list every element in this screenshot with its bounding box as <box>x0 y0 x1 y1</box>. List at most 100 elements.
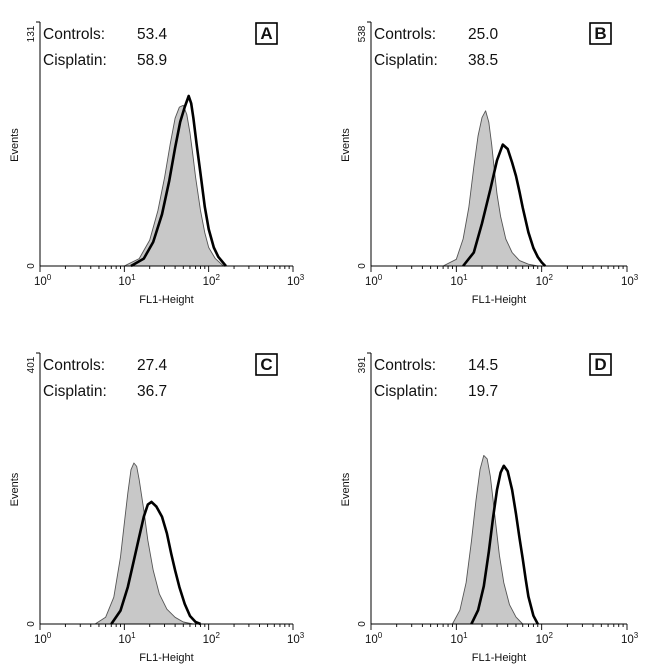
x-tick-base: 10 <box>621 634 634 646</box>
cisplatin-stat-label: Cisplatin: <box>43 383 107 400</box>
y-axis-label: Events <box>340 472 352 506</box>
x-tick-base: 10 <box>287 276 300 288</box>
x-tick-exponent: 0 <box>47 631 52 640</box>
x-tick-exponent: 3 <box>634 631 639 640</box>
x-tick-base: 10 <box>287 634 300 646</box>
x-tick-base: 10 <box>203 634 216 646</box>
y-tick-label-min: 0 <box>357 263 368 269</box>
controls-stat-label: Controls: <box>374 357 436 374</box>
controls-stat-label: Controls: <box>374 26 436 43</box>
x-tick-exponent: 1 <box>463 273 468 282</box>
x-tick-base: 10 <box>118 276 131 288</box>
x-tick-label: 103 <box>621 631 639 646</box>
series-controls-area <box>123 104 224 267</box>
cisplatin-stat-value: 19.7 <box>468 383 498 400</box>
x-tick-exponent: 3 <box>300 273 305 282</box>
x-tick-base: 10 <box>203 276 216 288</box>
y-tick-label-min: 0 <box>26 263 37 269</box>
x-tick-base: 10 <box>450 276 463 288</box>
x-axis-label: FL1-Height <box>139 294 193 306</box>
x-axis-label: FL1-Height <box>139 652 193 664</box>
x-tick-label: 102 <box>536 631 554 646</box>
x-tick-exponent: 1 <box>131 273 136 282</box>
y-axis-label: Events <box>9 472 21 506</box>
x-tick-label: 101 <box>118 631 136 646</box>
cisplatin-stat-label: Cisplatin: <box>374 52 438 69</box>
x-tick-exponent: 2 <box>215 273 220 282</box>
x-tick-exponent: 0 <box>378 631 383 640</box>
x-axis-label: FL1-Height <box>472 652 526 664</box>
controls-stat-value: 27.4 <box>137 357 168 374</box>
panel-letter: A <box>260 24 272 43</box>
panel-letter: C <box>260 355 272 374</box>
x-tick-label: 103 <box>621 273 639 288</box>
x-tick-base: 10 <box>34 276 47 288</box>
x-tick-label: 103 <box>287 631 305 646</box>
x-tick-exponent: 2 <box>548 273 553 282</box>
x-tick-base: 10 <box>34 634 47 646</box>
x-tick-label: 100 <box>365 631 383 646</box>
x-tick-label: 103 <box>287 273 305 288</box>
x-axis-label: FL1-Height <box>472 294 526 306</box>
y-tick-label-min: 0 <box>26 621 37 627</box>
y-tick-label-max: 538 <box>357 25 368 42</box>
x-tick-label: 101 <box>450 273 468 288</box>
x-tick-exponent: 2 <box>215 631 220 640</box>
x-tick-label: 102 <box>203 631 221 646</box>
panel-letter-box <box>255 353 278 376</box>
x-tick-base: 10 <box>365 276 378 288</box>
x-tick-exponent: 3 <box>634 273 639 282</box>
cisplatin-stat-label: Cisplatin: <box>374 383 438 400</box>
x-tick-label: 101 <box>450 631 468 646</box>
x-tick-exponent: 3 <box>300 631 305 640</box>
controls-stat-value: 25.0 <box>468 26 499 43</box>
y-tick-label-min: 0 <box>357 621 368 627</box>
x-tick-label: 100 <box>34 273 52 288</box>
x-tick-exponent: 1 <box>131 631 136 640</box>
x-tick-base: 10 <box>118 634 131 646</box>
cisplatin-stat-value: 58.9 <box>137 52 167 69</box>
x-tick-exponent: 0 <box>378 273 383 282</box>
series-cisplatin-line <box>462 143 547 267</box>
x-tick-label: 101 <box>118 273 136 288</box>
series-controls-area <box>451 454 524 625</box>
controls-stat-value: 14.5 <box>468 357 498 374</box>
x-tick-base: 10 <box>621 276 634 288</box>
series-cisplatin-line <box>470 464 539 625</box>
panel-letter-box <box>589 22 612 45</box>
y-axis-label: Events <box>9 128 21 162</box>
controls-stat-value: 53.4 <box>137 26 168 43</box>
panel-letter: D <box>594 355 606 374</box>
x-tick-label: 102 <box>536 273 554 288</box>
cisplatin-stat-value: 36.7 <box>137 383 167 400</box>
cisplatin-stat-value: 38.5 <box>468 52 498 69</box>
x-tick-exponent: 1 <box>463 631 468 640</box>
x-tick-exponent: 0 <box>47 273 52 282</box>
x-tick-label: 100 <box>34 631 52 646</box>
panel-letter-box <box>255 22 278 45</box>
controls-stat-label: Controls: <box>43 357 105 374</box>
x-tick-base: 10 <box>536 276 549 288</box>
y-tick-label-max: 391 <box>357 356 368 373</box>
y-tick-label-max: 401 <box>26 356 37 373</box>
series-cisplatin-line <box>110 500 201 626</box>
y-tick-label-max: 131 <box>26 25 37 42</box>
x-tick-base: 10 <box>365 634 378 646</box>
series-controls-area <box>94 462 194 625</box>
panel-letter-box <box>589 353 612 376</box>
panel-letter: B <box>594 24 606 43</box>
controls-stat-label: Controls: <box>43 26 105 43</box>
y-axis-label: Events <box>340 128 352 162</box>
x-tick-label: 102 <box>203 273 221 288</box>
x-tick-exponent: 2 <box>548 631 553 640</box>
cisplatin-stat-label: Cisplatin: <box>43 52 107 69</box>
x-tick-base: 10 <box>450 634 463 646</box>
x-tick-label: 100 <box>365 273 383 288</box>
series-cisplatin-line <box>130 94 227 268</box>
x-tick-base: 10 <box>536 634 549 646</box>
